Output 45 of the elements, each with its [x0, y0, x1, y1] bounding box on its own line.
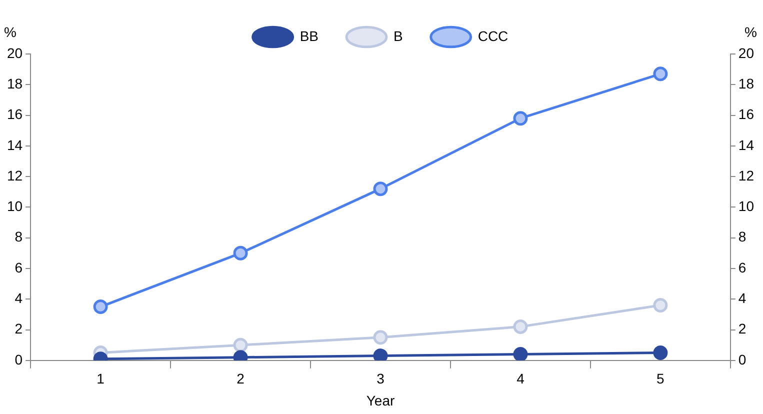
x-axis-title: Year: [366, 392, 395, 408]
y-tick-label: 18: [6, 76, 23, 92]
x-tick-label: 2: [236, 370, 245, 387]
point: [233, 338, 248, 352]
y-tick-label: 0: [14, 351, 23, 368]
y-tick-label: 20: [6, 44, 23, 61]
y-axis-title: %: [4, 24, 16, 40]
legend-label: BB: [300, 28, 319, 44]
x-tick-label: 1: [96, 370, 105, 387]
y2-tick-label: 4: [738, 290, 746, 306]
legend-label: CCC: [478, 28, 508, 44]
point: [513, 319, 528, 334]
y-tick-label: 10: [6, 198, 23, 214]
y-tick-label: 2: [14, 320, 23, 337]
point: [513, 347, 528, 360]
y2-tick-label: 8: [738, 228, 746, 245]
legend-label: B: [394, 28, 403, 44]
y-tick-label: 16: [6, 106, 23, 122]
y2-tick-label: 14: [738, 136, 754, 153]
y2-tick-label: 6: [738, 259, 746, 276]
point: [233, 246, 248, 260]
y2-tick-label: 12: [738, 167, 754, 184]
y2-tick-label: 16: [738, 106, 754, 122]
point: [373, 330, 388, 345]
point: [373, 182, 388, 196]
y2-axis-title: %: [744, 24, 757, 40]
point: [373, 348, 388, 360]
y2-tick-label: 18: [738, 76, 754, 92]
y2-tick-label: 20: [738, 44, 754, 61]
point: [653, 298, 668, 312]
point: [513, 111, 528, 126]
point: [653, 345, 668, 360]
x-tick-label: 3: [376, 370, 385, 387]
x-tick-label: 4: [516, 370, 525, 387]
y-tick-label: 8: [14, 228, 23, 245]
y-tick-label: 6: [14, 259, 23, 276]
y-tick-label: 14: [6, 136, 23, 153]
y-tick-label: 4: [14, 290, 23, 306]
point: [93, 300, 108, 314]
y2-tick-label: 10: [738, 198, 754, 214]
x-tick-label: 5: [656, 370, 665, 387]
y-tick-label: 12: [6, 167, 23, 184]
point: [653, 66, 668, 82]
y2-tick-label: 2: [738, 320, 746, 337]
y2-tick-label: 0: [738, 351, 746, 368]
